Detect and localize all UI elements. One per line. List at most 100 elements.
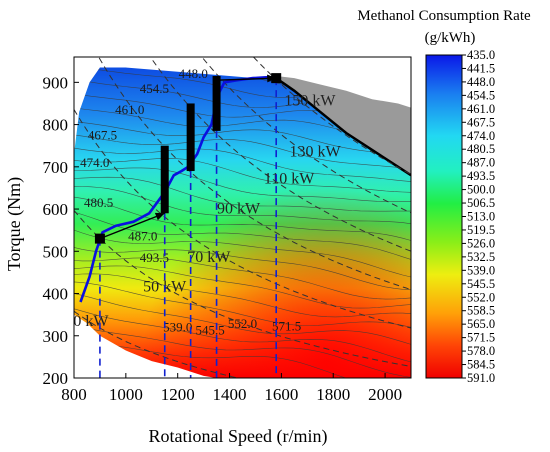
power-label: 70 kW [187, 249, 231, 266]
contour-line [74, 281, 411, 328]
colorbar-tick-label: 513.0 [467, 210, 495, 224]
colorbar-tick-label: 454.5 [467, 88, 495, 102]
contour-label: 493.5 [140, 250, 169, 265]
contour-label: 474.0 [80, 155, 109, 170]
x-tick-label: 1400 [213, 385, 247, 404]
colorbar-tick-label: 474.0 [467, 129, 495, 143]
contour-line [74, 308, 411, 363]
power-label: 130 kW [290, 143, 342, 160]
contour-line [74, 211, 411, 260]
contour-line [74, 247, 411, 291]
power-line [252, 57, 411, 175]
y-tick-label: 800 [43, 116, 69, 135]
colorbar-title: Methanol Consumption Rate [357, 8, 531, 24]
power-line [98, 57, 411, 291]
colorbar-tick-label: 506.5 [467, 196, 495, 210]
operating-point [271, 73, 282, 84]
contour-line [74, 186, 411, 225]
x-tick-label: 1000 [109, 385, 143, 404]
y-tick-label: 500 [43, 242, 69, 261]
colorbar-tick-label: 584.5 [467, 358, 495, 372]
contour-labels: 448.0 454.5 461.0 467.5 474.0 480.5 487.0 493.5… [80, 66, 301, 337]
x-tick-label: 1800 [316, 385, 350, 404]
power-line [74, 210, 411, 367]
colorbar-tick-label: 435.0 [467, 48, 495, 62]
colorbar-tick-label: 565.0 [467, 317, 495, 331]
step-bar [186, 103, 195, 172]
contour-line [74, 196, 411, 241]
colorbar-tick-label: 532.5 [467, 250, 495, 264]
colorbar-tick-label: 500.0 [467, 183, 495, 197]
colorbar-tick-label: 558.5 [467, 304, 495, 318]
contour-lines [74, 67, 411, 378]
contour-label: 545.5 [195, 322, 224, 337]
step-bars [160, 76, 221, 214]
step-bar [212, 76, 221, 131]
power-label: 150 kW [284, 93, 336, 110]
path-segment [99, 212, 165, 240]
plot-area: 448.0 454.5 461.0 467.5 474.0 480.5 487.0 493.5… [65, 57, 411, 378]
colorbar-unit: (g/kWh) [425, 30, 476, 46]
colorbar-gradient [425, 54, 463, 379]
power-line [149, 57, 411, 252]
colorbar-tick-label: 545.5 [467, 277, 495, 291]
optimal-operating-curve [79, 76, 277, 303]
contour-label: 461.0 [115, 102, 144, 117]
colorbar-tick-label: 539.0 [467, 263, 495, 277]
contour-label: 480.5 [84, 195, 113, 210]
contour-label: 487.0 [128, 229, 157, 244]
colorbar-tick-label: 487.0 [467, 156, 495, 170]
contour-line [74, 176, 411, 212]
arrow-head [154, 212, 165, 221]
contour-line [74, 339, 411, 378]
axes: 800 1000 1200 1400 1600 1800 2000 200 300 400 500 6… [43, 56, 412, 404]
y-axis-title: Torque (Nm) [4, 177, 25, 271]
y-tick-label: 600 [43, 200, 69, 219]
colorbar-tick-label: 480.5 [467, 142, 495, 156]
colorbar-tick-label: 448.0 [467, 75, 495, 89]
y-tick-label: 700 [43, 158, 69, 177]
power-lines [74, 57, 411, 378]
y-tick-label: 400 [43, 285, 69, 304]
colorbar-tick-label: 493.5 [467, 169, 495, 183]
power-line [74, 310, 241, 378]
contour-label: 448.0 [179, 66, 208, 81]
colorbar-tick-label: 526.0 [467, 236, 495, 250]
x-axis-title: Rotational Speed (r/min) [149, 426, 328, 447]
plot-frame [73, 56, 412, 379]
y-tick-label: 200 [43, 369, 69, 388]
colorbar-tick-label: 467.5 [467, 115, 495, 129]
colorbar-tick-label: 461.0 [467, 102, 495, 116]
contour-line [74, 121, 411, 156]
contour-label: 454.5 [140, 81, 169, 96]
power-line [201, 57, 411, 214]
power-label: 90 kW [217, 200, 261, 217]
operating-speed-lines [99, 78, 278, 378]
operating-path [94, 73, 282, 244]
contour-line [74, 324, 411, 378]
contour-line [74, 158, 411, 193]
contour-line [74, 229, 411, 278]
x-tick-label: 1200 [161, 385, 195, 404]
colorbar-tick-label: 519.5 [467, 223, 495, 237]
contour-label: 539.0 [163, 320, 192, 335]
colorbar-tick-label: 441.5 [467, 61, 495, 75]
step-bar [160, 145, 169, 214]
colorbar-tick-label: 552.0 [467, 290, 495, 304]
power-label: 110 kW [264, 171, 315, 188]
contour-line [74, 265, 411, 309]
contour-line [74, 273, 411, 318]
colorbar-tick-label: 571.5 [467, 331, 495, 345]
contour-line [74, 257, 411, 300]
power-label: 30 kW [65, 313, 109, 330]
x-tick-label: 2000 [368, 385, 402, 404]
contour-line [74, 134, 411, 170]
contour-line [74, 167, 411, 203]
contour-line [74, 293, 411, 345]
operating-point [94, 233, 105, 244]
colorbar-tick-label: 591.0 [467, 371, 495, 385]
no-data-region [74, 314, 217, 378]
x-tick-label: 1600 [264, 385, 298, 404]
colorbar: 435.0441.5448.0454.5461.0467.5474.0480.5… [425, 48, 495, 385]
